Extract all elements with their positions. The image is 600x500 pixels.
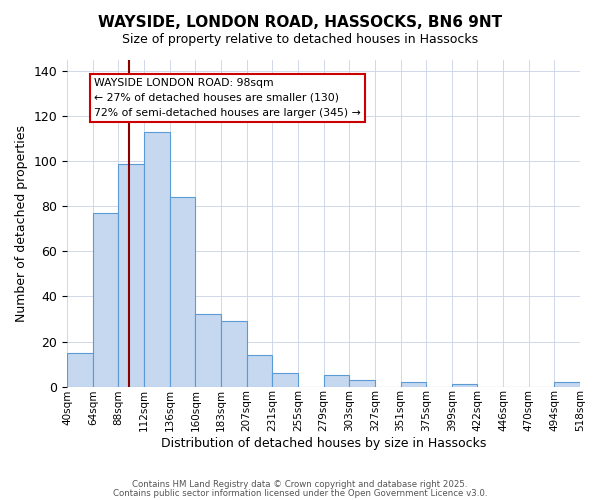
Bar — [323, 376, 349, 386]
Text: WAYSIDE LONDON ROAD: 98sqm
← 27% of detached houses are smaller (130)
72% of sem: WAYSIDE LONDON ROAD: 98sqm ← 27% of deta… — [94, 78, 361, 118]
Bar — [196, 314, 221, 386]
Y-axis label: Number of detached properties: Number of detached properties — [15, 125, 28, 322]
Bar — [272, 373, 298, 386]
X-axis label: Distribution of detached houses by size in Hassocks: Distribution of detached houses by size … — [161, 437, 486, 450]
Bar — [170, 198, 196, 386]
Bar — [554, 382, 580, 386]
Bar — [247, 355, 272, 386]
Bar — [67, 353, 93, 386]
Bar — [221, 321, 247, 386]
Text: WAYSIDE, LONDON ROAD, HASSOCKS, BN6 9NT: WAYSIDE, LONDON ROAD, HASSOCKS, BN6 9NT — [98, 15, 502, 30]
Bar — [93, 213, 118, 386]
Bar — [118, 164, 144, 386]
Bar — [401, 382, 426, 386]
Text: Contains HM Land Registry data © Crown copyright and database right 2025.: Contains HM Land Registry data © Crown c… — [132, 480, 468, 489]
Bar — [349, 380, 375, 386]
Text: Contains public sector information licensed under the Open Government Licence v3: Contains public sector information licen… — [113, 488, 487, 498]
Text: Size of property relative to detached houses in Hassocks: Size of property relative to detached ho… — [122, 32, 478, 46]
Bar — [144, 132, 170, 386]
Bar — [452, 384, 478, 386]
